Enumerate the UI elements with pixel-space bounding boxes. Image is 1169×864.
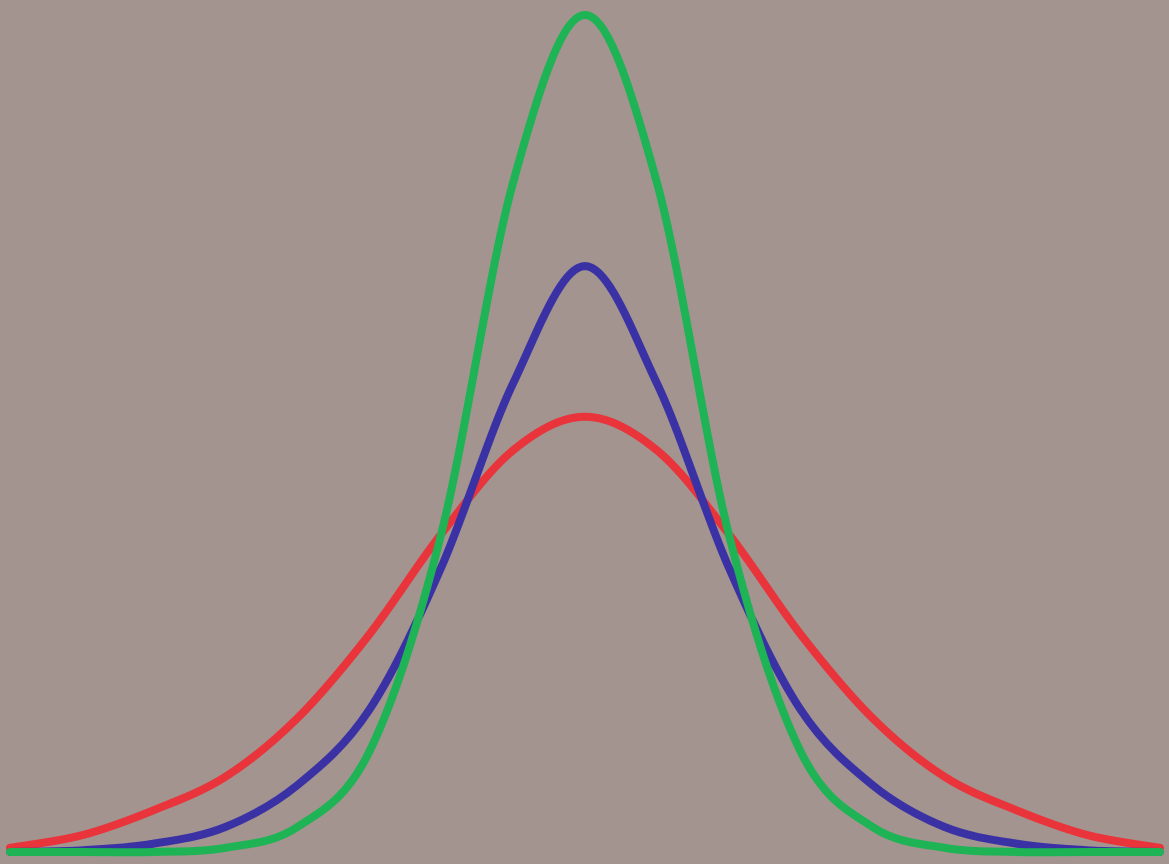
- green-curve: [6, 11, 1164, 857]
- curves-group: [6, 11, 1164, 857]
- red-curve: [6, 412, 1164, 852]
- blue-curve: [6, 262, 1164, 856]
